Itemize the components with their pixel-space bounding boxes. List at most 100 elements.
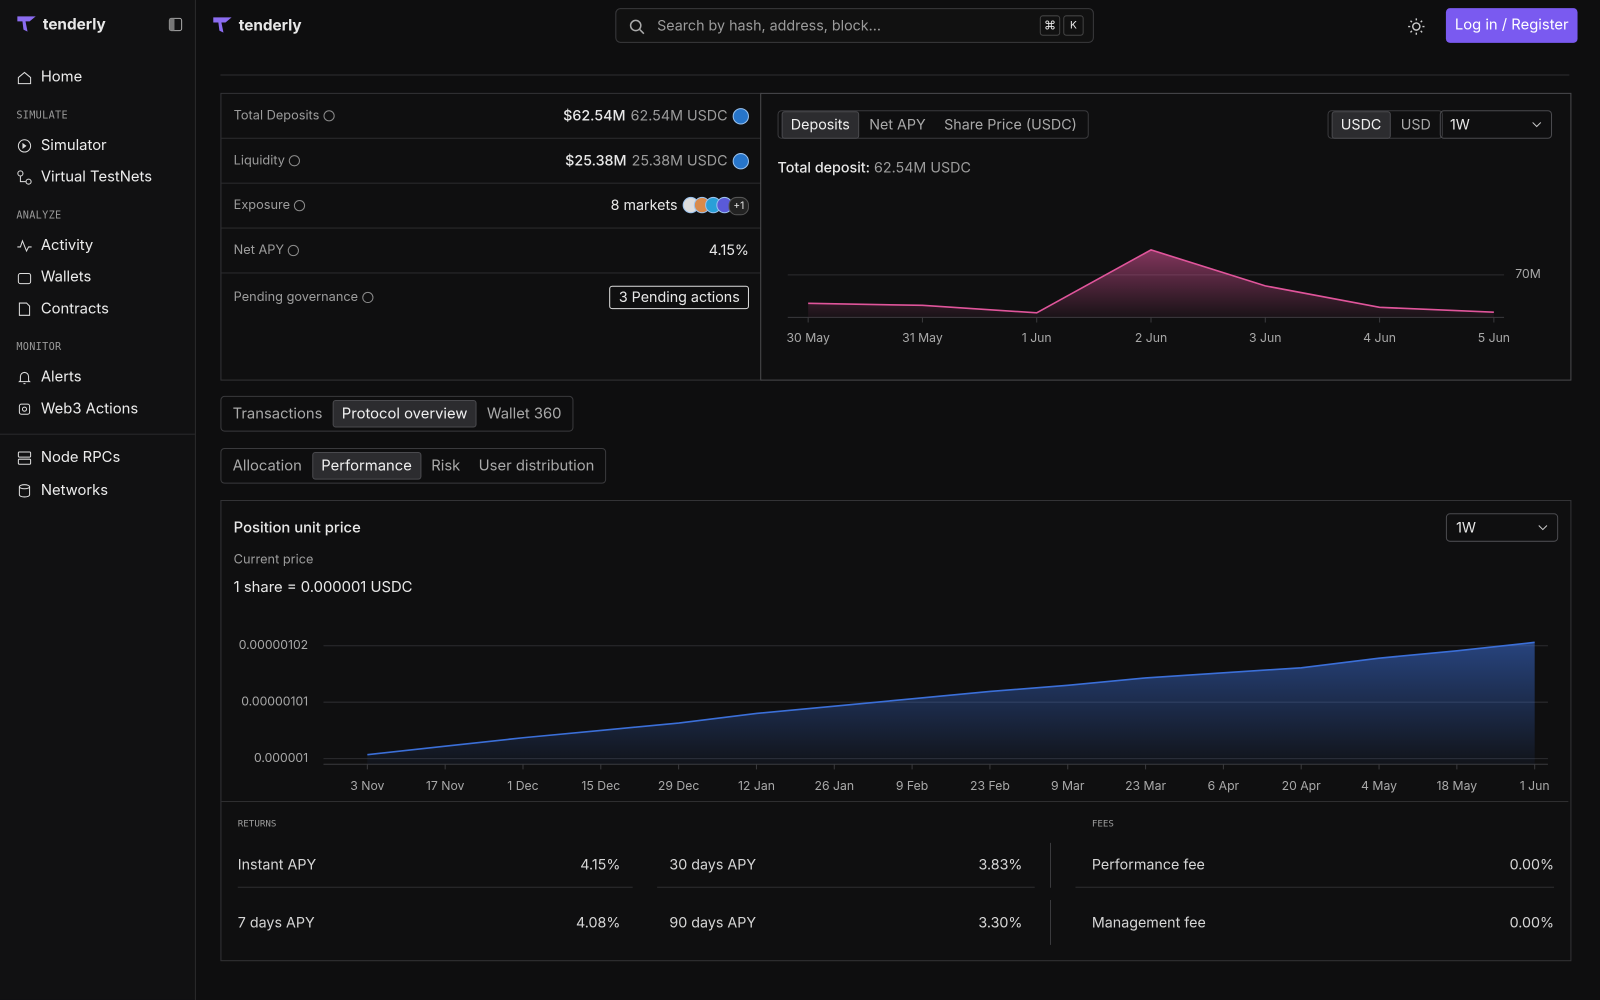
x-tick-label: 9 Feb xyxy=(896,778,928,793)
x-tick-label: 26 Jan xyxy=(814,778,854,793)
tab[interactable]: Net APY xyxy=(869,115,926,134)
current-label: Current price xyxy=(233,552,314,568)
y-tick-label: 0.00000102 xyxy=(239,637,308,652)
panel-title: Position unit price xyxy=(233,519,361,537)
value: $62.54M xyxy=(563,107,626,125)
stat-value: 8 markets +1 xyxy=(611,196,749,215)
nav-label: Web3 Actions xyxy=(40,399,139,418)
nav-item[interactable]: Home xyxy=(16,68,82,86)
brand[interactable]: tenderly xyxy=(212,14,302,34)
nav-item[interactable]: Virtual TestNets xyxy=(16,168,152,186)
icon xyxy=(17,169,32,185)
stats-panel: Total Deposits $62.54M 62.54M USDC Liquidi… xyxy=(220,92,763,381)
stat-label: Net APY xyxy=(234,243,300,258)
nav-item[interactable]: Web3 Actions xyxy=(16,400,138,417)
tab[interactable]: Protocol overview xyxy=(332,399,477,428)
deposit-chart: 70M 30 May 31 May 1 Jun 2 Jun 3 Jun 4 Jun 5 Jun xyxy=(786,249,1541,345)
x-tick-label: 18 May xyxy=(1437,778,1478,793)
primary-tabs: Transactions Protocol overview Wallet 360 xyxy=(220,395,574,432)
nav-item[interactable]: Alerts xyxy=(16,368,82,386)
stat-row: Total Deposits $62.54M 62.54M USDC xyxy=(221,94,762,139)
section-title: RETURNS xyxy=(237,819,277,830)
icon xyxy=(18,302,31,316)
divider xyxy=(1049,842,1052,888)
more-count[interactable]: +1 xyxy=(728,196,749,215)
tab[interactable]: Share Price (USDC) xyxy=(944,115,1077,134)
area-fill xyxy=(367,642,1535,765)
tab[interactable]: Wallet 360 xyxy=(486,405,562,423)
chevron xyxy=(1538,525,1548,531)
search-box[interactable]: Search by hash, address, block... ⌘ K xyxy=(615,8,1094,43)
section-title: FEES xyxy=(1091,819,1114,830)
x-tick-label: 29 Dec xyxy=(658,778,699,793)
secondary: 25.38M USDC xyxy=(631,152,728,170)
currency[interactable]: USDC xyxy=(1331,110,1391,139)
theme-toggle[interactable] xyxy=(1407,17,1425,35)
nav-label: Node RPCs xyxy=(40,448,121,467)
divider xyxy=(1049,899,1052,945)
brand[interactable]: tenderly xyxy=(16,13,106,33)
sidebar: tenderly Home SIMULATE Simulator Virtual… xyxy=(0,0,196,1000)
stat-label: Exposure xyxy=(234,198,306,213)
tab[interactable]: Transactions xyxy=(232,405,323,423)
metric-label: 90 days APY xyxy=(669,913,757,932)
currency[interactable]: USD xyxy=(1400,115,1431,134)
range-select[interactable]: 1W xyxy=(1445,513,1559,542)
secondary: 62.54M USDC xyxy=(630,107,728,125)
label-text: Total Deposits xyxy=(233,108,320,124)
y-tick-label: 70M xyxy=(1515,266,1541,281)
tab[interactable]: Performance xyxy=(312,452,422,480)
stat-row: Net APY 4.15% xyxy=(221,229,762,274)
tab[interactable]: Risk xyxy=(431,457,461,475)
logo xyxy=(213,17,232,33)
metric-label: Performance fee xyxy=(1091,856,1205,874)
divider xyxy=(220,74,1570,76)
line xyxy=(808,249,1494,314)
x-tick-label: 23 Feb xyxy=(970,778,1010,793)
info-icon[interactable] xyxy=(362,291,374,303)
tab[interactable]: Deposits xyxy=(781,110,860,139)
info-icon[interactable] xyxy=(288,155,301,167)
x-tick-label: 15 Dec xyxy=(581,778,620,793)
tab[interactable]: User distribution xyxy=(478,457,595,475)
pending-button[interactable]: 3 Pending actions xyxy=(609,285,749,309)
y-tick-label: 0.000001 xyxy=(254,750,308,765)
metric-value: 3.30% xyxy=(978,913,1023,932)
chevron xyxy=(1532,122,1542,128)
nav-item[interactable]: Activity xyxy=(16,237,93,254)
collapse-icon[interactable] xyxy=(168,17,183,32)
x-tick-label: 3 Nov xyxy=(350,778,384,793)
metric-value: 3.83% xyxy=(978,856,1023,874)
stat-row: Exposure 8 markets +1 xyxy=(221,184,762,229)
market-icons: +1 xyxy=(682,196,749,215)
range-select[interactable]: 1W xyxy=(1439,110,1553,139)
info-icon[interactable] xyxy=(288,244,300,257)
metric-row: 7 days APY 4.08% xyxy=(238,900,633,945)
x-tick-label: 30 May xyxy=(786,330,829,345)
nav-item[interactable]: Wallets xyxy=(16,268,91,286)
icon xyxy=(18,483,31,497)
nav-item[interactable]: Networks xyxy=(16,482,108,499)
y-tick-label: 0.00000101 xyxy=(241,694,308,709)
metric-row: 30 days APY 3.83% xyxy=(657,843,1035,888)
value: 4.15% xyxy=(708,241,749,260)
nav-item[interactable]: Contracts xyxy=(16,300,109,317)
token-icon xyxy=(732,107,749,124)
nav-item[interactable]: Node RPCs xyxy=(16,449,120,466)
login-button[interactable]: Log in / Register xyxy=(1445,8,1578,43)
info-icon[interactable] xyxy=(323,110,335,122)
tab[interactable]: Allocation xyxy=(232,457,302,475)
metric-tabs: Deposits Net APY Share Price (USDC) xyxy=(777,110,1090,139)
metric-value: 4.15% xyxy=(580,856,621,874)
nav-item[interactable]: Simulator xyxy=(16,137,107,154)
metric-label: Instant APY xyxy=(237,856,317,874)
x-tick-label: 1 Jun xyxy=(1520,778,1550,793)
x-tick-label: 9 Mar xyxy=(1051,778,1085,793)
nav-label: Alerts xyxy=(40,368,82,386)
currency-toggle: USDC USD xyxy=(1327,110,1444,139)
nav-label: Activity xyxy=(40,236,94,255)
icon xyxy=(18,371,31,384)
info-icon[interactable] xyxy=(294,200,306,212)
stat-row: Liquidity $25.38M 25.38M USDC xyxy=(221,139,762,184)
